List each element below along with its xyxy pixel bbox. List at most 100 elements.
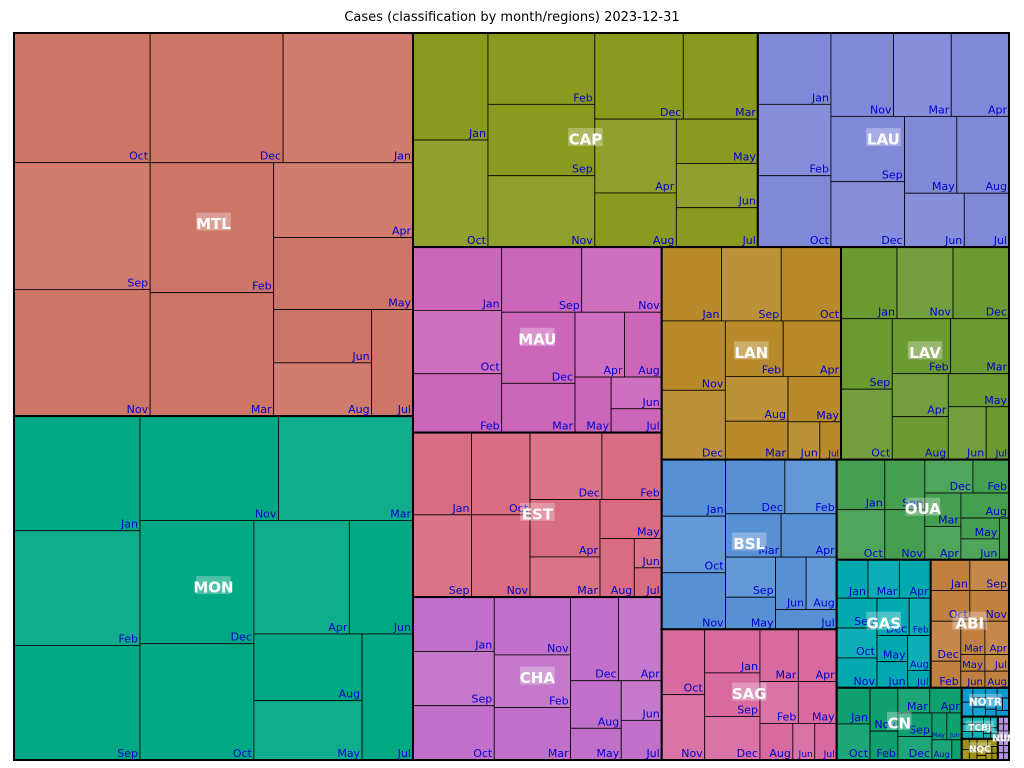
month-label-gas-feb: Feb (913, 626, 929, 636)
region-label-bg-cn (887, 711, 912, 730)
month-cell-mon-jul (361, 633, 414, 761)
month-cell-cap-feb (487, 32, 596, 105)
month-cell-lav-dec (952, 246, 1010, 320)
region-label-bg-nqc (968, 742, 991, 754)
month-cell-oua-dec (924, 459, 974, 494)
month-label-abi-nov: Nov (986, 608, 1008, 621)
month-label-lan-jul: Jul (827, 450, 839, 460)
month-cell-bsl-may (725, 596, 776, 630)
region-label-bsl: BSL (733, 535, 765, 553)
month-label-cap-apr: Apr (655, 180, 675, 193)
month-cell-gas-apr (898, 559, 932, 599)
month-label-lav-sep: Sep (870, 376, 891, 389)
month-cell-lan-sep (721, 246, 782, 322)
month-cell-cha-may (570, 727, 622, 761)
region-label-bg-cap (568, 128, 603, 147)
month-label-gas-may: May (883, 649, 906, 662)
month-label-cap-jun: Jun (738, 195, 756, 208)
month-label-mtl-feb: Feb (252, 280, 271, 293)
month-label-cha-dec: Dec (595, 668, 616, 681)
month-label-gas-mar: Mar (877, 585, 898, 598)
month-cell-mtl-nov (13, 288, 151, 417)
month-cell-bsl-nov (661, 572, 726, 630)
month-label-cap-mar: Mar (735, 106, 756, 119)
region-label-lav: LAV (909, 344, 941, 362)
month-label-sag-nov: Nov (681, 747, 703, 760)
month-cell-lan-apr (782, 320, 842, 377)
month-cell-mon-jun (348, 520, 414, 635)
month-cell-mau-sep (501, 246, 583, 313)
month-cell-gas-oct (836, 627, 878, 659)
month-cell-sag-dec (704, 716, 761, 761)
month-label-est-sep: Sep (449, 584, 470, 597)
month-cell-bsl-apr (780, 513, 838, 558)
region-label-bg-abi (952, 611, 988, 630)
month-cell-lau-nov (830, 32, 894, 117)
month-label-mon-sep: Sep (117, 747, 138, 760)
month-label-cn-jun: Jun (949, 732, 960, 739)
month-label-cap-nov: Nov (571, 234, 593, 247)
month-cell-gas-mar (867, 559, 900, 599)
month-cell-cap-oct (412, 139, 489, 248)
month-cell-oua-mar (924, 492, 962, 527)
month-cell-oua-apr (924, 525, 962, 561)
month-cell-lav-oct (840, 388, 893, 461)
month-label-sag-jun: Jun (798, 750, 813, 760)
region-label-bg-lan (734, 341, 769, 360)
region-label-bg-nun (992, 731, 1015, 742)
month-cell-lau-jun (904, 192, 965, 248)
month-label-abi-jun: Jun (966, 677, 983, 688)
month-label-sag-aug: Aug (769, 747, 790, 760)
month-label-bsl-jun: Jun (786, 597, 804, 610)
month-cell-lau-oct (757, 175, 832, 248)
month-cell-oua-jul (998, 517, 1010, 561)
region-label-bg-notr (969, 693, 1002, 707)
region-label-bg-lau (866, 128, 901, 147)
month-cell-est-oct (471, 432, 531, 516)
month-label-lav-feb: Feb (929, 361, 948, 374)
month-label-mon-feb: Feb (119, 632, 138, 645)
month-cell-mtl-oct (13, 32, 151, 164)
month-cell-cap-jul (675, 207, 759, 248)
month-cell-lau-jul (963, 192, 1010, 248)
month-label-cha-oct: Oct (473, 747, 493, 760)
month-label-cha-jan: Jan (474, 638, 492, 651)
month-label-cap-sep: Sep (572, 163, 593, 176)
month-label-lav-aug: Aug (925, 447, 946, 460)
region-label-bg-lav (907, 341, 943, 360)
month-cell-cha-sep (412, 650, 495, 707)
month-cell-gas-jan (836, 559, 869, 599)
month-cell-mtl-dec (149, 32, 284, 164)
month-label-mon-aug: Aug (339, 688, 360, 701)
month-label-gas-apr: Apr (910, 585, 930, 598)
month-label-lav-apr: Apr (927, 404, 947, 417)
month-label-est-jun: Jun (642, 555, 660, 568)
month-label-oua-oct: Oct (864, 547, 884, 560)
month-cell-abi-dec (930, 620, 962, 662)
month-label-cha-jun: Jun (642, 707, 660, 720)
month-label-mau-feb: Feb (480, 420, 499, 433)
month-cell-gas-jun (876, 661, 909, 689)
month-label-cha-nov: Nov (547, 642, 569, 655)
month-cell-gas-dec (876, 597, 910, 636)
month-cell-mon-nov (139, 415, 279, 521)
month-cell-lan-may (787, 375, 842, 423)
month-label-bsl-apr: Apr (816, 544, 836, 557)
month-label-abi-aug: Aug (987, 677, 1007, 688)
region-label-cn: CN (887, 714, 911, 732)
month-cell-est-jul (633, 567, 663, 598)
month-cell-est-jan (412, 432, 472, 516)
month-cell-lan-nov (661, 320, 726, 391)
month-cell-mau-jun (610, 376, 663, 410)
month-label-oua-aug: Aug (986, 505, 1007, 518)
month-label-cap-dec: Dec (660, 106, 681, 119)
month-cell-mon-feb (13, 530, 141, 646)
month-label-mon-may: May (337, 747, 360, 760)
month-cell-mon-oct (139, 643, 255, 761)
month-label-mtl-sep: Sep (127, 276, 148, 289)
month-cell-cha-aug (570, 680, 622, 729)
month-label-cap-feb: Feb (573, 91, 592, 104)
month-cell-sag-aug (759, 723, 794, 761)
month-label-cn-apr: Apr (941, 700, 961, 713)
